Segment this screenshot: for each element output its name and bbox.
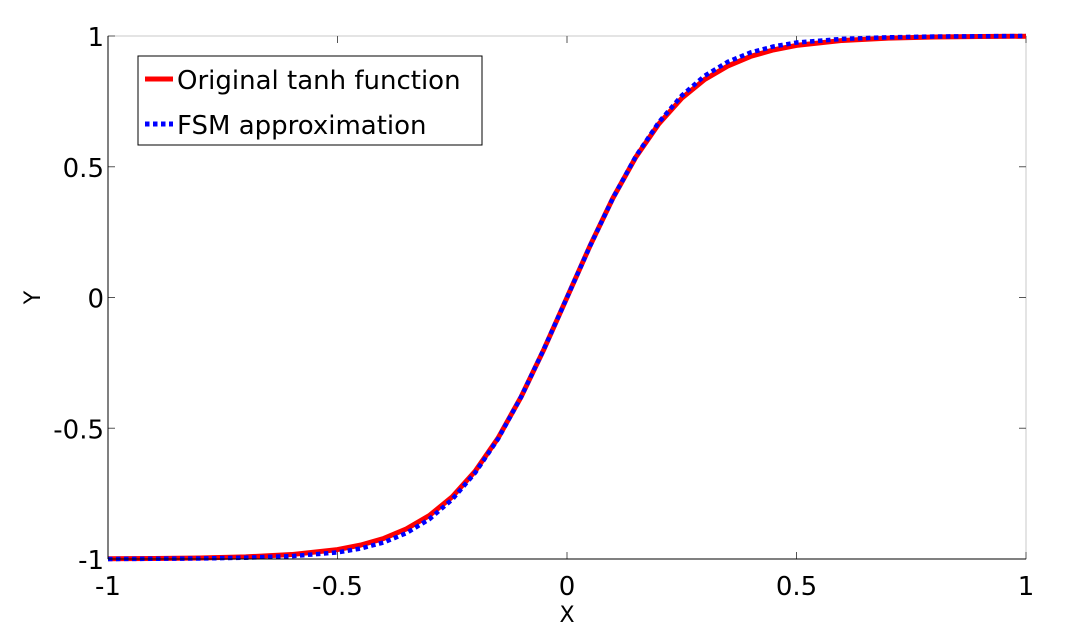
series-group xyxy=(107,33,1027,562)
y-tick-label: -0.5 xyxy=(53,415,104,445)
x-tick-label: 0.5 xyxy=(776,572,817,602)
y-tick-label: 0.5 xyxy=(63,154,104,184)
x-axis-title: X xyxy=(559,603,574,628)
legend: Original tanh function FSM approximation xyxy=(137,55,483,146)
x-tick-label: 1 xyxy=(1018,572,1035,602)
series-line-fsm-approximation xyxy=(107,33,1027,562)
legend-label-original-tanh: Original tanh function xyxy=(177,66,461,96)
y-axis-title: Y xyxy=(21,290,46,305)
y-tick-label: -1 xyxy=(78,546,104,576)
x-tick-label: -0.5 xyxy=(312,572,363,602)
legend-label-fsm-approximation: FSM approximation xyxy=(177,111,427,141)
y-tick-label: 0 xyxy=(87,285,104,315)
y-tick-label: 1 xyxy=(87,23,104,53)
x-tick-label: -1 xyxy=(95,572,121,602)
x-tick-label: 0 xyxy=(559,572,576,602)
x-tick-labels: -1 -0.5 0 0.5 1 xyxy=(95,572,1034,602)
legend-box xyxy=(137,55,483,146)
y-tick-labels: -1 -0.5 0 0.5 1 xyxy=(53,23,104,576)
